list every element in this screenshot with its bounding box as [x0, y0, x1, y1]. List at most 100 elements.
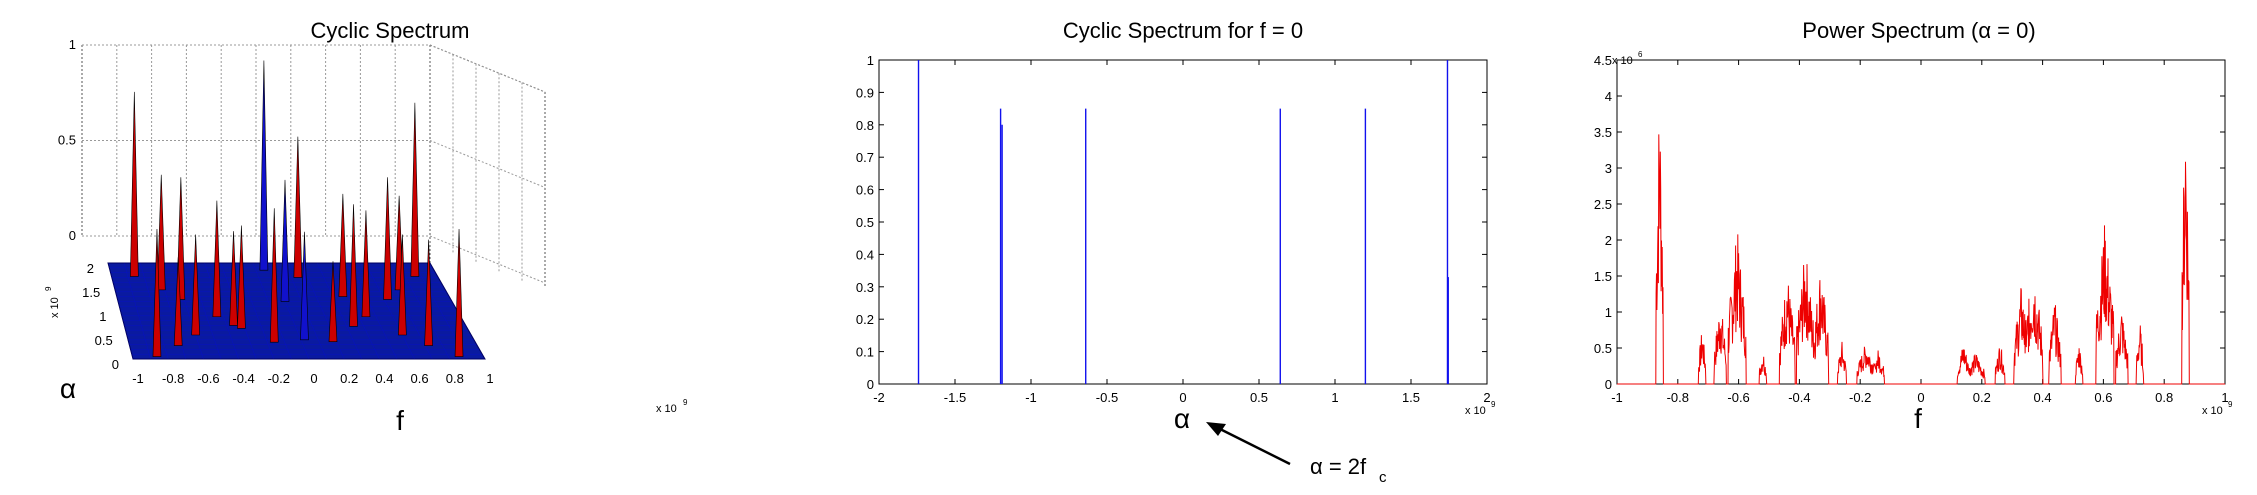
power-chart: Power Spectrum (α = 0) -1 -0.8 -0.6 -0.4 -0.…: [1594, 18, 2233, 434]
x-tick-label: 0: [1179, 390, 1186, 405]
x-tick-label: -0.2: [1849, 390, 1871, 405]
surface-chart-xlabel: f: [396, 405, 404, 436]
mesh-line: [204, 262, 239, 360]
x-tick-label: 0.8: [2155, 390, 2173, 405]
y-tick-label: 0.5: [95, 333, 113, 348]
surface-peak: [383, 177, 392, 300]
surface-chart-x-exponent: x 10 9: [656, 398, 688, 415]
y-tick-label: 4.5: [1594, 53, 1612, 68]
mesh-line: [397, 262, 451, 360]
surface-chart-y-exponent: x 10 9: [44, 286, 61, 318]
power-chart-ticks: -1 -0.8 -0.6 -0.4 -0.2 0 0.2 0.4 0.6 0.8 1 0 0.5 1 1.5…: [1594, 53, 2229, 405]
y-tick-label: 0: [112, 357, 119, 372]
surface-peak: [300, 231, 309, 341]
surface-chart: Cyclic Spectrum 00.51 -1 -0.8 -0.6 -0.4 -0.2…: [44, 18, 688, 436]
svg-text:9: 9: [1491, 400, 1496, 409]
x-tick-label: -0.8: [1667, 390, 1689, 405]
y-tick-label: 1: [867, 53, 874, 68]
y-tick-label: 0.5: [856, 215, 874, 230]
y-tick-label: 1.5: [82, 285, 100, 300]
x-tick-label: 1: [2221, 390, 2228, 405]
surface-peak: [328, 261, 338, 343]
y-tick-label: 0.9: [856, 85, 874, 100]
y-tick-label: 0.8: [856, 118, 874, 133]
y-tick-label: 2: [87, 261, 94, 276]
y-tick-label: 1: [99, 309, 106, 324]
x-tick-label: -1: [1025, 390, 1037, 405]
stem-chart-xlabel: α: [1174, 403, 1190, 434]
annotation-subscript: c: [1379, 469, 1387, 486]
power-spectrum-line: [1617, 134, 2225, 385]
x-tick-label: -0.4: [232, 371, 254, 386]
x-tick-label: -1: [132, 371, 144, 386]
surface-peak: [410, 102, 420, 277]
surface-peak: [130, 91, 139, 277]
x-tick-label: 0: [310, 371, 317, 386]
surface-chart-x-ticks: -1 -0.8 -0.6 -0.4 -0.2 0 0.2 0.4 0.6 0.8 1: [132, 371, 493, 386]
x-tick-label: -0.5: [1096, 390, 1118, 405]
surface-peak: [424, 239, 433, 346]
x-tick-label: 1: [486, 371, 493, 386]
y-tick-label: 0.4: [856, 247, 874, 262]
y-tick-label: 0: [867, 377, 874, 392]
x-tick-label: 0.8: [446, 371, 464, 386]
y-tick-label: 3.5: [1594, 125, 1612, 140]
x-tick-label: 2: [1483, 390, 1490, 405]
x-tick-label: -0.6: [1727, 390, 1749, 405]
svg-text:x 10: x 10: [1465, 405, 1486, 417]
surface-chart-z-ticks: 00.51: [58, 37, 76, 243]
surface-peak: [173, 257, 183, 346]
y-tick-label: 0.3: [856, 280, 874, 295]
surface-chart-title: Cyclic Spectrum: [311, 18, 470, 43]
x-tick-label: 0.6: [2094, 390, 2112, 405]
y-tick-label: 0: [1605, 377, 1612, 392]
x-tick-label: 0.4: [2034, 390, 2052, 405]
svg-text:x 10: x 10: [2202, 405, 2223, 417]
surface-peak: [338, 193, 348, 297]
annotation-arrow-line: [1215, 425, 1291, 466]
y-tick-label: 0.1: [856, 345, 874, 360]
surface-peak: [280, 179, 290, 302]
surface-peak: [229, 231, 238, 326]
x-tick-label: -0.2: [268, 371, 290, 386]
mesh-line: [365, 262, 415, 360]
z-tick-label: 0: [69, 228, 76, 243]
surface-peak: [191, 234, 200, 336]
power-chart-axes: [1616, 59, 2226, 385]
svg-text:x 10: x 10: [1612, 55, 1633, 67]
stem-chart-x-exponent: x 10 9: [1465, 400, 1496, 417]
mesh-line: [349, 262, 398, 360]
svg-text:9: 9: [44, 286, 53, 291]
surface-peak: [269, 208, 279, 343]
mesh-line: [317, 262, 363, 360]
stem-chart-title: Cyclic Spectrum for f = 0: [1063, 18, 1303, 43]
surface-chart-y-ticks: 0 0.5 1 1.5 2: [82, 261, 119, 372]
power-chart-xlabel: f: [1914, 403, 1922, 434]
surface-peak: [454, 228, 464, 357]
stem-chart: Cyclic Spectrum for f = 0 -2 -1.5 -1 -0.5 0 0…: [856, 18, 1496, 486]
x-tick-label: 0.2: [340, 371, 358, 386]
svg-text:6: 6: [1638, 50, 1643, 59]
surface-peak: [156, 174, 166, 291]
surface-peak: [293, 136, 303, 278]
y-tick-label: 0.5: [1594, 341, 1612, 356]
surface-peak: [259, 60, 269, 271]
x-tick-label: 1.5: [1402, 390, 1420, 405]
annotation-arrowhead: [1206, 422, 1226, 436]
x-tick-label: -0.8: [162, 371, 184, 386]
stem-chart-ticks: -2 -1.5 -1 -0.5 0 0.5 1 1.5 2 0 0.1 0.2 0.3 0.4 0.5 0.6…: [856, 53, 1491, 405]
svg-text:x 10: x 10: [49, 297, 61, 318]
z-tick-label: 0.5: [58, 133, 76, 148]
y-tick-label: 0.7: [856, 150, 874, 165]
stem-chart-stems: [917, 60, 1449, 384]
x-tick-label: 0.6: [411, 371, 429, 386]
surface-peak: [152, 228, 162, 357]
power-chart-x-exponent: x 10 9: [2202, 400, 2233, 417]
stem-chart-axes: [878, 59, 1488, 385]
x-tick-label: -1: [1611, 390, 1623, 405]
x-tick-label: 1: [1331, 390, 1338, 405]
x-tick-label: 0.4: [375, 371, 393, 386]
mesh-line: [300, 262, 345, 360]
surface-peak: [212, 200, 222, 318]
